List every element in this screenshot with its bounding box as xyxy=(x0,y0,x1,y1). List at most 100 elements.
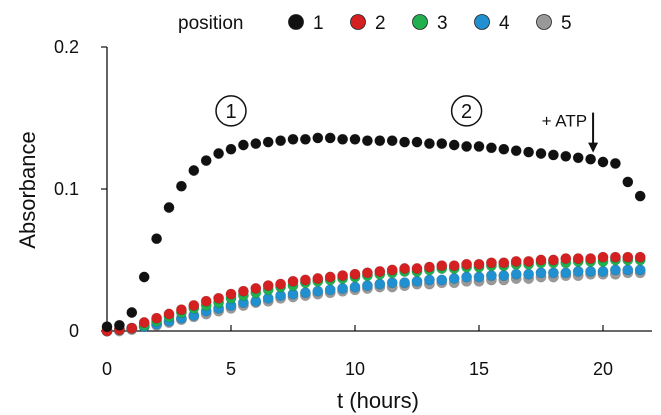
data-point xyxy=(585,253,597,265)
data-point xyxy=(423,274,435,286)
data-point xyxy=(411,136,423,148)
data-point xyxy=(634,190,646,202)
data-point xyxy=(250,138,262,150)
data-point xyxy=(572,265,584,277)
data-point xyxy=(188,299,200,311)
data-point xyxy=(312,132,324,144)
data-point xyxy=(523,268,535,280)
data-point xyxy=(609,251,621,263)
data-point xyxy=(448,260,460,272)
data-point xyxy=(337,282,349,294)
legend-item: 5 xyxy=(536,13,572,34)
data-point xyxy=(485,270,497,282)
data-point xyxy=(101,321,113,333)
data-point xyxy=(572,253,584,265)
data-point xyxy=(498,143,510,155)
data-point xyxy=(337,270,349,282)
data-point xyxy=(547,149,559,161)
data-point xyxy=(262,136,274,148)
y-tick-label: 0.1 xyxy=(54,179,79,199)
marker-circle xyxy=(450,95,483,127)
data-point xyxy=(547,254,559,266)
legend-label: 2 xyxy=(375,13,386,34)
data-point xyxy=(510,268,522,280)
atp-label: + ATP xyxy=(542,112,588,131)
data-point xyxy=(399,262,411,274)
data-point xyxy=(213,292,225,304)
x-tick-label: 10 xyxy=(345,359,365,379)
x-tick-label: 5 xyxy=(226,359,236,379)
data-point xyxy=(535,267,547,279)
data-point xyxy=(510,145,522,157)
data-point xyxy=(361,135,373,147)
data-point xyxy=(597,251,609,263)
data-point xyxy=(560,267,572,279)
legend-title: position xyxy=(178,13,244,34)
data-point xyxy=(423,261,435,273)
data-point xyxy=(634,264,646,276)
axes: 0 5 10 15 20 0 0.1 0.2 t (hours) Absorbance xyxy=(15,37,652,413)
data-point xyxy=(324,284,336,296)
annotations: 1 2 + ATP xyxy=(215,95,599,153)
data-point xyxy=(547,267,559,279)
data-point xyxy=(200,295,212,307)
data-point xyxy=(560,253,572,265)
x-axis-title: t (hours) xyxy=(337,388,419,413)
data-point xyxy=(262,280,274,292)
data-point xyxy=(523,255,535,267)
x-tick-label: 15 xyxy=(469,359,489,379)
legend-label: 5 xyxy=(561,13,572,34)
data-point xyxy=(324,271,336,283)
data-point xyxy=(237,285,249,297)
data-point xyxy=(585,265,597,277)
data-point xyxy=(634,251,646,263)
legend-marker xyxy=(536,14,552,30)
data-point xyxy=(337,133,349,145)
data-point xyxy=(138,271,150,283)
marker-label: 2 xyxy=(461,101,472,123)
data-point xyxy=(461,271,473,283)
legend-marker xyxy=(288,14,304,30)
data-point xyxy=(473,140,485,152)
data-point xyxy=(299,133,311,145)
data-point xyxy=(287,275,299,287)
data-point xyxy=(399,136,411,148)
data-point xyxy=(126,322,138,334)
data-point xyxy=(473,271,485,283)
circled-marker: 2 xyxy=(450,95,483,127)
data-point xyxy=(535,254,547,266)
data-point xyxy=(473,258,485,270)
series-4 xyxy=(101,264,646,337)
data-point xyxy=(510,255,522,267)
data-point xyxy=(374,135,386,147)
legend-label: 4 xyxy=(499,13,510,34)
data-point xyxy=(461,140,473,152)
data-point xyxy=(461,258,473,270)
data-point xyxy=(126,306,138,318)
data-point xyxy=(163,308,175,320)
data-point xyxy=(349,133,361,145)
data-point xyxy=(151,233,163,245)
plot-series xyxy=(101,132,646,337)
x-tick-label: 20 xyxy=(593,359,613,379)
legend-marker xyxy=(412,14,428,30)
data-point xyxy=(361,280,373,292)
data-point xyxy=(287,133,299,145)
data-point xyxy=(275,278,287,290)
legend-label: 1 xyxy=(313,13,324,34)
data-point xyxy=(523,146,535,158)
data-point xyxy=(113,319,125,331)
legend: position 1 2 3 4 5 xyxy=(178,13,572,34)
data-point xyxy=(138,316,150,328)
arrow-head xyxy=(588,142,599,153)
data-point xyxy=(411,275,423,287)
data-point xyxy=(560,150,572,162)
data-point xyxy=(448,139,460,151)
y-tick-label: 0.2 xyxy=(54,37,79,57)
data-point xyxy=(498,270,510,282)
data-point xyxy=(436,138,448,150)
data-point xyxy=(299,274,311,286)
data-point xyxy=(411,262,423,274)
data-point xyxy=(622,264,634,276)
data-point xyxy=(349,268,361,280)
